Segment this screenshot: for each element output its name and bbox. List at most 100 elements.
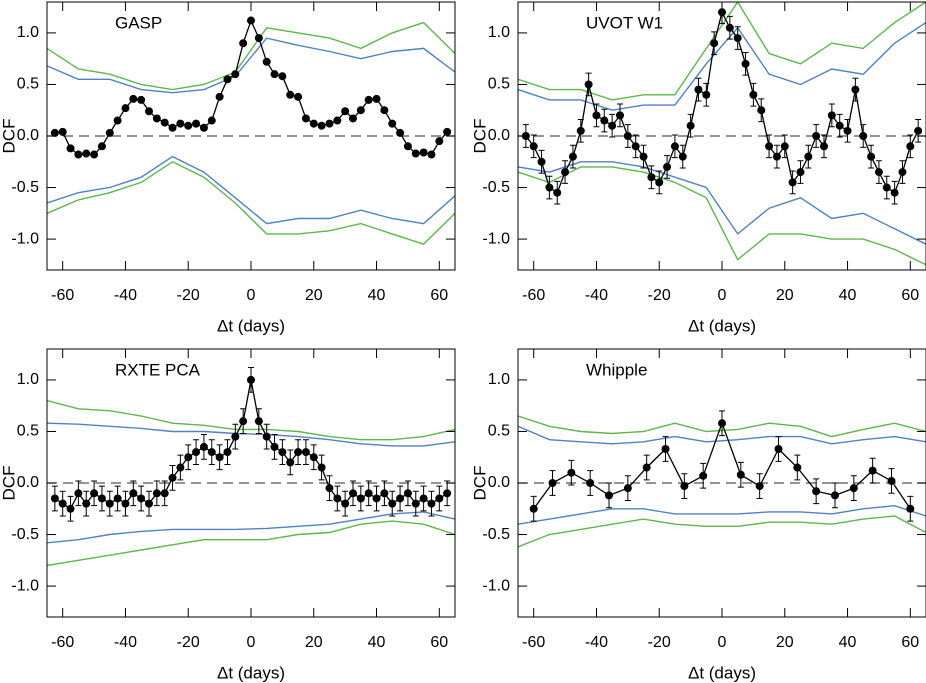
dcf-point	[215, 453, 224, 462]
dcf-point	[294, 448, 303, 457]
dcf-point	[623, 484, 632, 493]
x-tick-label: 0	[718, 634, 727, 651]
dcf-point	[90, 489, 99, 498]
y-tick-label: 1.0	[17, 371, 39, 388]
dcf-point	[278, 72, 287, 81]
dcf-point	[121, 499, 130, 508]
dcf-point	[239, 39, 248, 48]
dcf-point	[584, 80, 593, 89]
dcf-point	[710, 39, 719, 48]
dcf-point	[223, 75, 232, 84]
dcf-point	[199, 442, 208, 451]
dcf-point	[82, 149, 91, 158]
dcf-point	[849, 484, 858, 493]
x-tick-label: 60	[430, 287, 448, 304]
dcf-point	[678, 152, 687, 161]
dcf-point	[176, 463, 185, 472]
x-tick-label: -60	[522, 287, 545, 304]
dcf-point	[192, 119, 201, 128]
dcf-point	[309, 119, 318, 128]
dcf-point	[780, 142, 789, 151]
dcf-point	[207, 448, 216, 457]
x-tick-label: 20	[776, 634, 794, 651]
dcf-point	[113, 494, 122, 503]
dcf-point	[820, 142, 828, 151]
dcf-point	[262, 432, 271, 441]
dcf-point	[655, 178, 664, 187]
x-tick-label: -20	[648, 634, 671, 651]
dcf-point	[576, 126, 585, 135]
band-line	[47, 160, 455, 245]
y-tick-label: 1.0	[17, 24, 39, 41]
dcf-point	[129, 94, 138, 103]
dcf-point	[262, 57, 271, 66]
x-tick-label: 0	[718, 287, 727, 304]
dcf-point	[647, 173, 656, 182]
x-tick-label: -40	[114, 287, 137, 304]
panel-label: GASP	[115, 13, 162, 32]
dcf-point	[586, 479, 595, 487]
dcf-point	[793, 463, 802, 472]
dcf-point	[121, 104, 130, 113]
dcf-point	[207, 116, 216, 125]
x-tick-label: 40	[368, 634, 386, 651]
dcf-point	[199, 123, 208, 132]
dcf-point	[639, 152, 648, 161]
x-tick-label: 60	[901, 287, 919, 304]
plot-area	[518, 410, 926, 548]
dcf-point	[105, 499, 114, 508]
plot-area	[47, 367, 455, 567]
dcf-point	[568, 152, 577, 161]
dcf-point	[427, 499, 436, 508]
dcf-point	[396, 494, 405, 503]
dcf-point	[388, 119, 397, 128]
dcf-point	[356, 494, 365, 503]
x-axis-label: Δt (days)	[688, 316, 756, 335]
dcf-point	[718, 8, 726, 17]
band-line	[47, 21, 455, 91]
dcf-point	[97, 494, 106, 503]
dcf-point	[286, 458, 295, 467]
dcf-point	[631, 142, 640, 151]
dcf-point	[286, 90, 295, 99]
dcf-point	[74, 150, 83, 159]
dcf-point	[812, 487, 821, 496]
dcf-point	[349, 489, 357, 498]
y-tick-label: -1.0	[11, 230, 39, 247]
dcf-line	[525, 10, 919, 194]
dcf-point	[772, 152, 781, 161]
dcf-point	[254, 34, 263, 43]
dcf-point	[364, 489, 373, 498]
band-line	[47, 422, 455, 447]
dcf-point	[661, 444, 670, 453]
x-tick-label: -40	[114, 634, 137, 651]
dcf-point	[859, 132, 868, 140]
dcf-point	[168, 123, 177, 132]
dcf-point	[82, 499, 91, 508]
dcf-point	[670, 142, 679, 151]
dcf-point	[176, 119, 185, 128]
dcf-point	[725, 23, 734, 32]
dcf-point	[529, 142, 538, 151]
y-tick-label: 0.5	[17, 423, 39, 440]
dcf-point	[642, 463, 651, 472]
dcf-point	[74, 489, 83, 498]
x-tick-label: 20	[305, 287, 323, 304]
dcf-point	[364, 95, 373, 104]
dcf-point	[411, 499, 420, 508]
axes-frame	[46, 1, 456, 271]
panel-label: RXTE PCA	[115, 360, 201, 379]
x-axis-label: Δt (days)	[217, 316, 285, 335]
dcf-point	[914, 126, 923, 135]
axes-frame	[46, 348, 456, 618]
x-tick-label: 60	[901, 634, 919, 651]
dcf-point	[152, 489, 161, 498]
dcf-point	[812, 132, 821, 140]
y-axis-label: DCF	[470, 119, 489, 154]
x-tick-label: -60	[522, 634, 545, 651]
x-axis-label: Δt (days)	[688, 663, 756, 682]
band-line	[518, 161, 926, 245]
dcf-point	[356, 106, 365, 115]
dcf-point	[192, 448, 201, 457]
dcf-point	[887, 476, 896, 485]
